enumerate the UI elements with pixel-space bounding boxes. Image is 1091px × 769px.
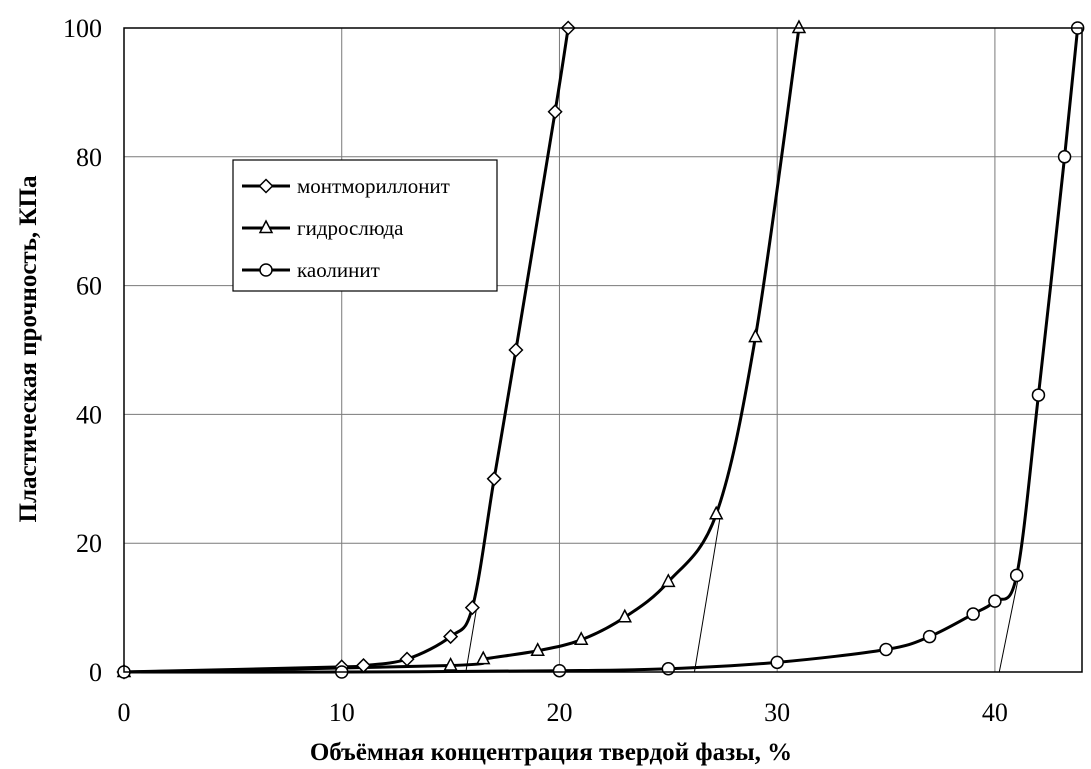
legend-entry-kaolinite: каолинит bbox=[242, 258, 380, 282]
data-point-circle bbox=[1009, 568, 1024, 583]
tangent-line bbox=[998, 575, 1020, 673]
data-point-circle bbox=[922, 629, 937, 644]
data-point-triangle bbox=[661, 573, 676, 588]
series-line-montmorillonite bbox=[123, 27, 570, 674]
data-point-triangle bbox=[476, 650, 491, 665]
data-point-diamond bbox=[355, 657, 372, 674]
x-tick-label: 0 bbox=[118, 698, 131, 727]
data-point-diamond bbox=[508, 342, 524, 358]
x-tick-label: 20 bbox=[546, 698, 572, 727]
data-point-circle bbox=[879, 642, 893, 657]
x-tick-label: 40 bbox=[982, 698, 1008, 727]
series-line-kaolinite bbox=[123, 27, 1080, 674]
diamond-marker-icon bbox=[258, 178, 274, 194]
legend-entry-montmorillonite: монтмориллонит bbox=[242, 174, 450, 198]
data-point-diamond bbox=[399, 651, 415, 667]
data-point-circle bbox=[661, 662, 676, 676]
data-point-diamond bbox=[464, 600, 480, 616]
tangent-line bbox=[465, 607, 478, 673]
data-point-triangle bbox=[530, 642, 545, 656]
data-point-diamond bbox=[443, 629, 459, 645]
triangle-marker-icon bbox=[258, 219, 274, 234]
data-point-circle bbox=[1057, 150, 1072, 164]
grid bbox=[123, 27, 1082, 673]
legend-entry-hydromica: гидрослюда bbox=[242, 216, 404, 240]
data-point-triangle bbox=[573, 631, 589, 646]
data-point-circle bbox=[1031, 388, 1046, 402]
data-point-triangle bbox=[708, 505, 724, 520]
y-tick-label: 40 bbox=[76, 400, 102, 429]
y-tick-label: 60 bbox=[76, 272, 102, 301]
circle-marker-icon bbox=[259, 263, 273, 277]
data-point-circle bbox=[770, 655, 784, 670]
data-point-triangle bbox=[748, 328, 763, 343]
data-point-diamond bbox=[486, 471, 502, 487]
legend-label-kaolinite: каолинит bbox=[297, 258, 380, 282]
x-tick-label: 30 bbox=[764, 698, 790, 727]
data-point-circle bbox=[988, 594, 1002, 608]
data-point-circle bbox=[966, 607, 980, 621]
x-tick-label: 10 bbox=[329, 698, 355, 727]
y-tick-label: 20 bbox=[76, 529, 102, 558]
data-point-triangle bbox=[791, 19, 807, 34]
data-point-circle bbox=[552, 663, 567, 678]
legend: монтмориллонит гидрослюда каолинит bbox=[232, 159, 498, 292]
x-axis-title: Объёмная концентрация твердой фазы, % bbox=[310, 739, 792, 766]
y-tick-label: 0 bbox=[89, 658, 102, 687]
series-lines bbox=[123, 27, 1080, 674]
data-point-triangle bbox=[617, 608, 633, 623]
series-line-hydromica bbox=[123, 27, 801, 674]
y-tick-label: 80 bbox=[76, 143, 102, 172]
data-point-triangle bbox=[443, 656, 458, 671]
y-tick-label: 100 bbox=[63, 14, 102, 43]
plot-area-frame bbox=[123, 27, 1083, 673]
y-axis-title: Пластическая прочность, КПа bbox=[15, 175, 42, 522]
tangent-lines bbox=[465, 514, 1020, 673]
series-markers bbox=[116, 19, 1085, 680]
data-point-diamond bbox=[547, 104, 563, 120]
tick-labels: 0 10 20 30 40 0 20 40 60 80 100 bbox=[63, 14, 1008, 727]
legend-label-montmorillonite: монтмориллонит bbox=[297, 174, 450, 198]
legend-label-hydromica: гидрослюда bbox=[297, 216, 404, 240]
tangent-line bbox=[693, 514, 722, 673]
